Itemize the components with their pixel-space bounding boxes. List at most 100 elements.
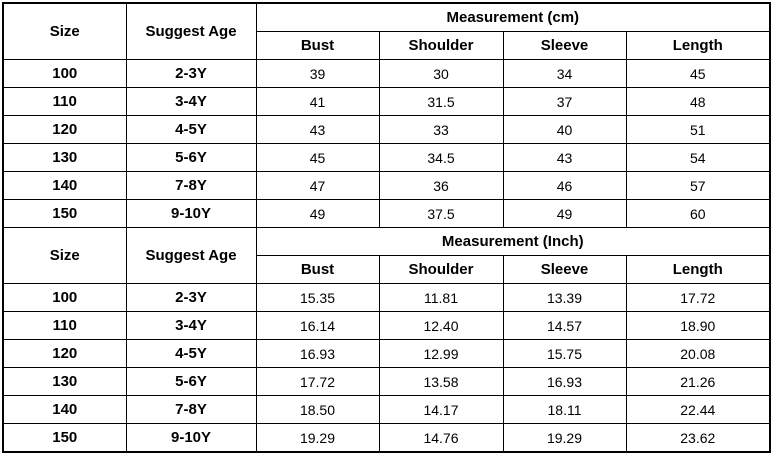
value-cell: 48: [625, 87, 771, 116]
row: Size Suggest Age Measurement (cm): [2, 2, 771, 60]
value-cell: 20.08: [625, 339, 771, 368]
label-cell: 110: [2, 311, 127, 340]
label-cell: 3-4Y: [125, 87, 257, 116]
row: 130 5-6Y 17.72 13.58 16.93 21.26: [2, 367, 771, 396]
value-cell: 19.29: [255, 423, 380, 453]
label-cell: 5-6Y: [125, 367, 257, 396]
label-cell: 150: [2, 199, 127, 228]
row: 150 9-10Y 49 37.5 49 60: [2, 199, 771, 228]
value-cell: 13.58: [378, 367, 504, 396]
row: 150 9-10Y 19.29 14.76 19.29 23.62: [2, 423, 771, 453]
value-cell: 17.72: [255, 367, 380, 396]
value-cell: 41: [255, 87, 380, 116]
value-cell: 12.99: [378, 339, 504, 368]
value-cell: 12.40: [378, 311, 504, 340]
value-cell: 23.62: [625, 423, 771, 453]
value-cell: 15.75: [502, 339, 627, 368]
value-cell: 31.5: [378, 87, 504, 116]
value-cell: 47: [255, 171, 380, 200]
value-cell: 40: [502, 115, 627, 144]
label-cell: 4-5Y: [125, 115, 257, 144]
value-cell: 37: [502, 87, 627, 116]
value-cell: 15.35: [255, 283, 380, 312]
value-cell: 13.39: [502, 283, 627, 312]
value-cell: 19.29: [502, 423, 627, 453]
value-cell: 49: [502, 199, 627, 228]
header-cell: Length: [625, 31, 771, 60]
label-cell: 7-8Y: [125, 395, 257, 424]
value-cell: 18.90: [625, 311, 771, 340]
value-cell: 45: [255, 143, 380, 172]
label-cell: 140: [2, 171, 127, 200]
header-cell: Suggest Age: [125, 227, 257, 284]
row: Size Suggest Age Measurement (Inch): [2, 227, 771, 284]
value-cell: 45: [625, 59, 771, 88]
value-cell: 43: [255, 115, 380, 144]
header-cell: Shoulder: [378, 31, 504, 60]
row: Bust Shoulder Sleeve Length: [3, 255, 771, 284]
value-cell: 34: [502, 59, 627, 88]
label-cell: 7-8Y: [125, 171, 257, 200]
row: 140 7-8Y 47 36 46 57: [2, 171, 771, 200]
row: 120 4-5Y 16.93 12.99 15.75 20.08: [2, 339, 771, 368]
value-cell: 37.5: [378, 199, 504, 228]
value-cell: 30: [378, 59, 504, 88]
header-cell: Length: [625, 255, 771, 284]
header-cell: Size: [2, 2, 127, 60]
value-cell: 16.14: [255, 311, 380, 340]
header-cell: Bust: [255, 255, 380, 284]
label-cell: 2-3Y: [125, 283, 257, 312]
label-cell: 2-3Y: [125, 59, 257, 88]
label-cell: 150: [2, 423, 127, 453]
row: 140 7-8Y 18.50 14.17 18.11 22.44: [2, 395, 771, 424]
header-cell: Suggest Age: [125, 2, 257, 60]
value-cell: 21.26: [625, 367, 771, 396]
row: 110 3-4Y 41 31.5 37 48: [2, 87, 771, 116]
label-cell: 130: [2, 143, 127, 172]
value-cell: 43: [502, 143, 627, 172]
value-cell: 33: [378, 115, 504, 144]
header-cell: Bust: [255, 31, 380, 60]
value-cell: 17.72: [625, 283, 771, 312]
label-cell: 100: [2, 59, 127, 88]
label-cell: 5-6Y: [125, 143, 257, 172]
header-cell: Measurement (Inch): [255, 227, 771, 256]
row: Bust Shoulder Sleeve Length: [3, 31, 771, 60]
value-cell: 22.44: [625, 395, 771, 424]
value-cell: 34.5: [378, 143, 504, 172]
label-cell: 120: [2, 339, 127, 368]
label-cell: 3-4Y: [125, 311, 257, 340]
header-cell: Shoulder: [378, 255, 504, 284]
value-cell: 39: [255, 59, 380, 88]
label-cell: 120: [2, 115, 127, 144]
label-cell: 9-10Y: [125, 423, 257, 453]
header-cell: Size: [2, 227, 127, 284]
row: 100 2-3Y 39 30 34 45: [2, 59, 771, 88]
row: 130 5-6Y 45 34.5 43 54: [2, 143, 771, 172]
label-cell: 100: [2, 283, 127, 312]
value-cell: 60: [625, 199, 771, 228]
value-cell: 11.81: [378, 283, 504, 312]
header-cell: Measurement (cm): [255, 2, 771, 32]
value-cell: 16.93: [502, 367, 627, 396]
value-cell: 57: [625, 171, 771, 200]
row: 110 3-4Y 16.14 12.40 14.57 18.90: [2, 311, 771, 340]
row: 100 2-3Y 15.35 11.81 13.39 17.72: [2, 283, 771, 312]
label-cell: 110: [2, 87, 127, 116]
value-cell: 14.57: [502, 311, 627, 340]
label-cell: 9-10Y: [125, 199, 257, 228]
value-cell: 36: [378, 171, 504, 200]
value-cell: 14.76: [378, 423, 504, 453]
value-cell: 16.93: [255, 339, 380, 368]
value-cell: 18.50: [255, 395, 380, 424]
label-cell: 4-5Y: [125, 339, 257, 368]
row: 120 4-5Y 43 33 40 51: [2, 115, 771, 144]
value-cell: 54: [625, 143, 771, 172]
value-cell: 18.11: [502, 395, 627, 424]
header-cell: Sleeve: [502, 31, 627, 60]
value-cell: 51: [625, 115, 771, 144]
value-cell: 49: [255, 199, 380, 228]
